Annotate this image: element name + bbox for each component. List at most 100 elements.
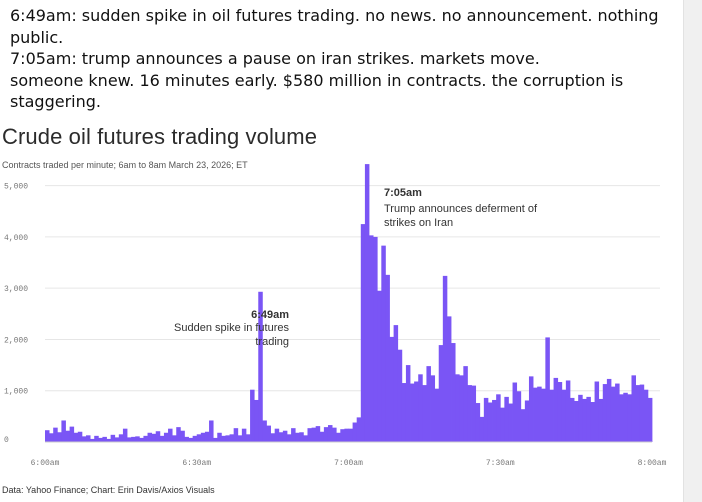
volume-bar	[516, 391, 522, 442]
volume-bar	[434, 388, 440, 442]
volume-bar	[401, 383, 407, 442]
chart-source: Data: Yahoo Finance; Chart: Erin Davis/A…	[2, 485, 215, 495]
x-tick-label: 7:00am	[334, 459, 363, 468]
volume-bar	[528, 376, 534, 442]
volume-bar	[135, 436, 140, 442]
volume-bar	[188, 437, 194, 442]
annotation-time: 7:05am	[384, 187, 422, 199]
volume-bar	[348, 428, 353, 442]
volume-bar	[69, 426, 75, 442]
x-tick-label: 6:00am	[31, 459, 60, 468]
volume-bar	[233, 428, 239, 442]
post-line: 6:49am: sudden spike in oil futures trad…	[10, 6, 659, 47]
volume-bar	[319, 431, 325, 442]
volume-bar	[442, 275, 448, 442]
volume-bar	[598, 398, 604, 442]
volume-bar	[311, 427, 317, 442]
volume-bar	[221, 435, 226, 442]
volume-bar	[245, 434, 251, 442]
volume-bar	[163, 432, 169, 442]
volume-bar	[479, 416, 485, 442]
x-tick-label: 8:00am	[638, 459, 667, 468]
volume-bar	[307, 428, 312, 442]
volume-bar	[500, 407, 505, 442]
volume-bar	[209, 420, 214, 442]
volume-bar	[278, 432, 284, 442]
volume-bar	[332, 427, 337, 442]
volume-bar	[254, 399, 259, 442]
y-tick-label: 0	[4, 436, 9, 445]
volume-bar	[643, 389, 649, 442]
volume-bar	[168, 428, 173, 442]
volume-bar	[619, 394, 624, 442]
volume-bar	[159, 435, 165, 442]
volume-bar	[455, 374, 460, 442]
post-line: someone knew. 16 minutes early. $580 mil…	[10, 70, 624, 112]
volume-bar	[196, 434, 202, 442]
annotation-text: Trump announces deferment of	[384, 203, 538, 215]
volume-bar	[344, 428, 349, 442]
volume-bar	[504, 396, 509, 442]
volume-bar	[118, 434, 124, 442]
volume-bar	[549, 389, 554, 442]
volume-bar	[262, 420, 267, 442]
volume-bar	[356, 417, 362, 442]
volume-bar	[266, 425, 271, 442]
volume-bar	[114, 437, 120, 442]
volume-bar	[459, 375, 464, 442]
volume-bar	[405, 365, 411, 442]
volume-bar	[635, 385, 641, 442]
volume-bar	[340, 429, 345, 442]
volume-bar	[446, 316, 452, 442]
y-tick-label: 3,000	[4, 285, 28, 294]
volume-bar	[143, 435, 148, 442]
volume-bar	[286, 434, 292, 442]
volume-bar	[237, 435, 243, 442]
volume-bar	[323, 427, 329, 442]
post-text: 6:49am: sudden spike in oil futures trad…	[10, 5, 670, 113]
volume-bar	[217, 432, 222, 442]
chart-subtitle: Contracts traded per minute; 6am to 8am …	[2, 160, 248, 170]
volume-bar	[360, 224, 366, 442]
volume-bar	[336, 432, 341, 442]
volume-bar	[385, 274, 390, 442]
volume-bar	[139, 437, 144, 442]
volume-bar	[647, 397, 653, 442]
volume-bar	[180, 430, 185, 442]
volume-bar	[364, 164, 370, 442]
volume-bar	[438, 345, 444, 442]
volume-bar	[569, 397, 575, 442]
bar-layer	[45, 164, 653, 442]
volume-bar	[578, 394, 583, 442]
volume-bar	[463, 366, 468, 442]
volume-bar	[606, 378, 612, 442]
volume-bar	[418, 374, 423, 442]
volume-bar	[610, 386, 616, 442]
y-tick-label: 2,000	[4, 336, 28, 345]
x-tick-label: 7:30am	[486, 459, 515, 468]
volume-bar	[204, 431, 210, 442]
volume-bar	[45, 430, 50, 442]
volume-bar	[77, 431, 83, 442]
volume-bar	[557, 382, 563, 442]
volume-bar	[483, 397, 489, 442]
volume-bar	[414, 381, 419, 442]
volume-bar	[410, 383, 415, 442]
volume-bar	[110, 434, 116, 442]
volume-bar	[369, 235, 374, 442]
volume-bar	[586, 396, 591, 442]
volume-bar	[122, 428, 128, 442]
annotation-text: strikes on Iran	[384, 217, 453, 229]
axis-layer: 0 1,000 2,000 3,000 4,000 5,000 6:00am 6:30am 7:…	[4, 183, 667, 468]
volume-bar	[574, 400, 579, 442]
volume-bar	[151, 433, 157, 442]
volume-bar	[426, 366, 431, 442]
volume-bar	[381, 245, 386, 442]
scrollbar-track[interactable]	[683, 0, 702, 502]
y-tick-label: 4,000	[4, 234, 28, 243]
annotation-time: 6:49am	[251, 309, 289, 321]
volume-bar	[467, 385, 472, 442]
volume-bar	[147, 432, 153, 442]
